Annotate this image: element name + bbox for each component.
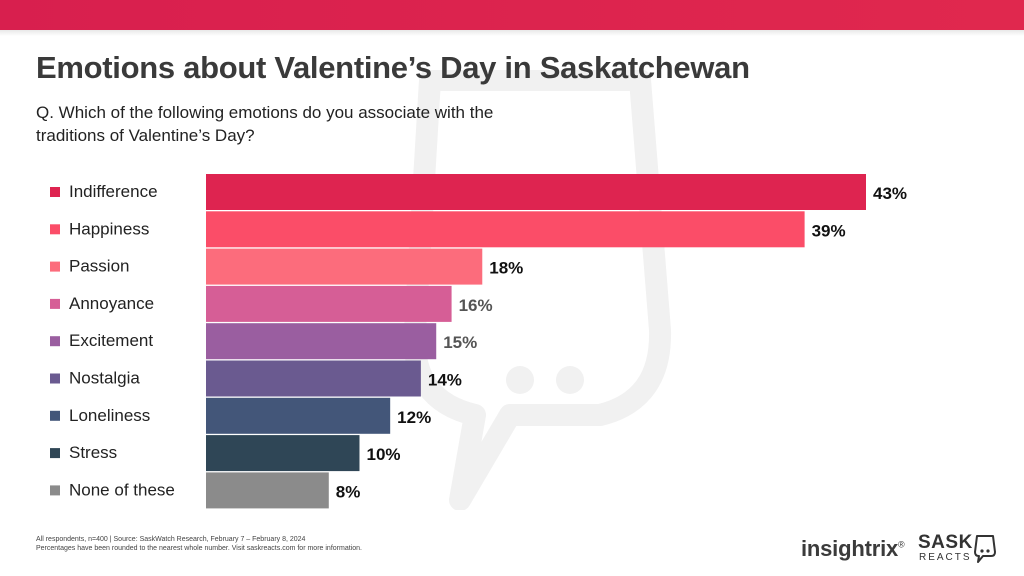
- bar: [206, 174, 866, 210]
- legend-swatch: [50, 336, 60, 347]
- category-label: Annoyance: [69, 294, 154, 313]
- footnote-line-2: Percentages have been rounded to the nea…: [36, 545, 362, 552]
- sask-reacts-logo: SASK REACTS: [918, 532, 998, 566]
- legend-swatch: [50, 261, 60, 272]
- legend-swatch: [50, 298, 60, 309]
- bar: [206, 472, 329, 509]
- registered-mark: ®: [898, 539, 905, 550]
- category-label: Indifference: [69, 182, 158, 201]
- category-label: Happiness: [69, 219, 149, 238]
- insightrix-logo: insightrix®: [801, 536, 905, 562]
- sask-logo-text: SASK: [918, 532, 973, 553]
- footnote-line-1: All respondents, n=400 | Source: SaskWat…: [36, 536, 306, 543]
- value-label: 8%: [336, 482, 361, 501]
- legend-swatch: [50, 224, 60, 235]
- footnote: All respondents, n=400 | Source: SaskWat…: [36, 535, 362, 553]
- category-label: Excitement: [69, 331, 153, 350]
- bar: [206, 285, 452, 322]
- bar: [206, 360, 421, 397]
- legend-swatch: [50, 410, 60, 421]
- insightrix-logo-text: insightrix: [801, 536, 899, 561]
- value-label: 14%: [428, 371, 462, 390]
- bar: [206, 435, 360, 472]
- bar: [206, 211, 805, 248]
- top-banner-shadow: [0, 30, 1024, 36]
- category-label: None of these: [69, 480, 175, 499]
- category-label: Passion: [69, 257, 129, 276]
- category-label: Nostalgia: [69, 369, 140, 388]
- page-title: Emotions about Valentine’s Day in Saskat…: [36, 50, 750, 85]
- value-label: 12%: [397, 408, 431, 427]
- legend-swatch: [50, 448, 60, 459]
- bar: [206, 323, 437, 360]
- legend-swatch: [50, 187, 60, 197]
- legend-swatch: [50, 373, 60, 384]
- top-banner: [0, 0, 1024, 30]
- value-label: 16%: [459, 296, 493, 315]
- bar: [206, 248, 483, 285]
- value-label: 10%: [366, 445, 400, 464]
- bar: [206, 397, 391, 434]
- value-label: 15%: [443, 333, 477, 352]
- value-label: 39%: [812, 221, 846, 240]
- value-label: 43%: [873, 184, 907, 203]
- category-label: Stress: [69, 443, 117, 462]
- value-label: 18%: [489, 259, 523, 278]
- survey-question: Q. Which of the following emotions do yo…: [36, 103, 494, 145]
- category-label: Loneliness: [69, 406, 150, 425]
- reacts-logo-text: REACTS: [919, 552, 972, 563]
- legend-swatch: [50, 485, 60, 496]
- speech-bubble-icon: [974, 535, 996, 563]
